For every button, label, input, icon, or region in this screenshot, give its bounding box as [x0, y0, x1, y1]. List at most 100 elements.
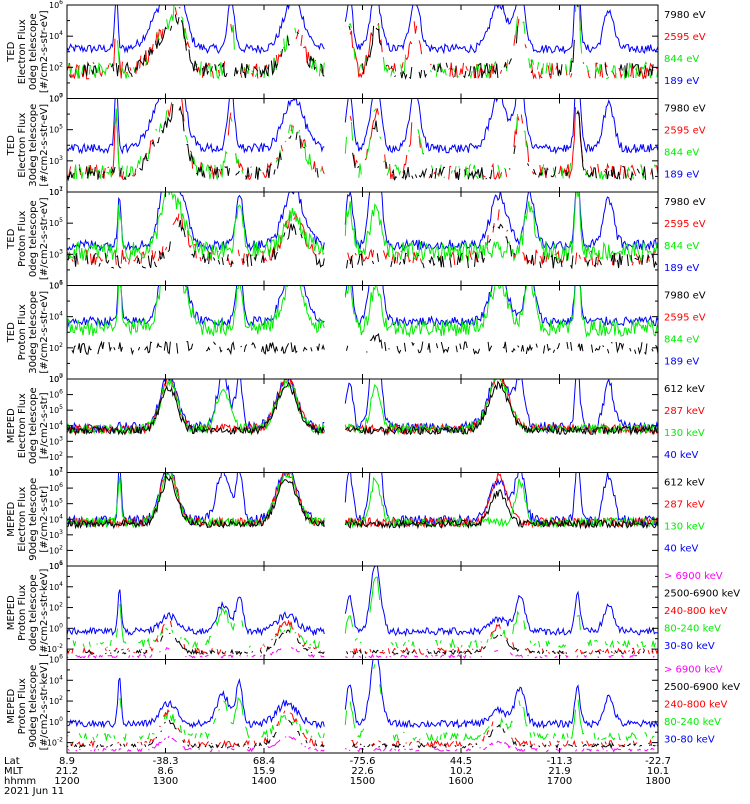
panel-6-y-axis-label-line: [#/cm2-s-str]	[39, 486, 50, 553]
panel-3-series-black	[67, 219, 658, 270]
panel-8-series-blue	[67, 659, 658, 730]
panel-6-y-tick-label: 105	[49, 498, 63, 509]
panel-5-y-axis-label-line: MEPED	[6, 408, 17, 443]
panel-1-y-axis-label: TEDElectron Flux0deg telescope[#/cm2-s-s…	[6, 10, 50, 93]
panel-6-y-tick-label: 107	[49, 467, 63, 478]
panel-5-legend-item: 40 keV	[664, 450, 698, 461]
panel-6-series-group	[67, 472, 658, 530]
panel-8-legend-item: 30-80 keV	[664, 735, 715, 746]
x-axis-lat-value: 68.4	[253, 756, 275, 767]
panel-6-y-axis-label-line: 90deg telescope	[28, 478, 39, 561]
panel-4-legend-item: 844 eV	[664, 335, 699, 346]
panel-1-y-axis-label-line: [#/cm2-s-str-eV]	[39, 10, 50, 93]
panel-6-y-tick-label: 106	[49, 482, 63, 493]
panel-3-y-axis-label-line: 0deg telescope	[28, 200, 39, 277]
panel-8-y-axis-label-line: MEPED	[6, 688, 17, 723]
panel-2-legend-item: 7980 eV	[664, 104, 706, 115]
x-axis-lat-value: -11.3	[547, 756, 573, 767]
panel-8-y-tick-label: 106	[49, 654, 63, 665]
panel-5-y-axis-label-line: [#/cm2-s-str]	[39, 392, 50, 459]
panel-5-y-axis-label-line: 0deg telescope	[28, 387, 39, 464]
panel-4-y-tick-label: 100	[49, 373, 63, 384]
panel-2-y-tick-label: 101	[49, 186, 63, 197]
panel-4-y-tick-label: 104	[49, 311, 63, 322]
x-axis-date-label: 2021 Jun 11	[4, 786, 64, 797]
panel-1-y-axis-label-line: TED	[6, 41, 17, 62]
panel-4-y-axis-label-line: Proton Flux	[17, 304, 28, 360]
panel-2-y-axis-label-line: [#/cm2-s-str-eV]	[39, 104, 50, 187]
panel-4-y-axis-label-line: TED	[6, 322, 17, 343]
panel-1-y-axis-label-line: 0deg telescope	[28, 13, 39, 90]
panel-8-y-tick-label: 104	[49, 674, 63, 685]
x-axis-hhmm-value: 1800	[645, 776, 670, 787]
panel-2-series-group	[67, 98, 658, 180]
panel-5-legend-item: 130 keV	[664, 428, 705, 439]
panel-1-y-tick-label: 104	[49, 30, 63, 41]
panel-4-series-black	[71, 333, 658, 356]
x-axis-hhmm-value: 1300	[153, 776, 178, 787]
x-axis-mlt-value: 10.2	[450, 766, 472, 777]
panel-2-y-tick-label: 105	[49, 124, 63, 135]
panel-1-y-tick-label: 102	[49, 61, 63, 72]
panel-1-y-tick-label: 106	[49, 0, 63, 10]
panel-2-legend-item: 844 eV	[664, 148, 699, 159]
panel-3-series-green	[67, 192, 658, 262]
panel-7-y-axis-label-line: MEPED	[6, 595, 17, 630]
panel-5-series-black	[67, 380, 658, 437]
x-axis-lat-value: -75.6	[350, 756, 376, 767]
panel-5-y-axis-label-line: Electron Flux	[17, 393, 28, 458]
panel-1-legend-item: 844 eV	[664, 54, 699, 65]
panel-3-y-tick-label: 103	[49, 248, 63, 259]
panel-7-y-axis-label-line: Proton Flux	[17, 585, 28, 641]
panel-7-y-tick-label: 104	[49, 581, 63, 592]
panel-7-series-blue	[67, 566, 658, 637]
panel-7-series-group	[67, 566, 658, 658]
x-axis-hhmm-value: 1700	[547, 776, 572, 787]
panel-1-series-group	[67, 5, 658, 79]
panel-5-y-tick-label: 103	[49, 435, 63, 446]
panel-7-y-axis-label: MEPEDProton Flux0deg telescope[#/cm2-s-s…	[6, 569, 50, 657]
panel-5-legend-item: 287 keV	[664, 406, 705, 417]
panel-7-legend-item: > 6900 keV	[664, 571, 723, 582]
panel-2-y-axis-label-line: Electron Flux	[17, 113, 28, 178]
panel-5-y-axis-label: MEPEDElectron Flux0deg telescope[#/cm2-s…	[6, 387, 50, 464]
panel-3-series-blue	[67, 192, 658, 252]
panel-2-y-axis-label: TEDElectron Flux30deg telescope[#/cm2-s-…	[6, 104, 50, 187]
x-axis-mlt-value: 22.6	[351, 766, 373, 777]
panel-4-y-axis-label-line: 30deg telescope	[28, 291, 39, 374]
x-axis-row-label-hhmm: hhmm	[4, 776, 36, 787]
panel-3-y-axis-label: TEDProton Flux0deg telescope[#/cm2-s-str…	[6, 197, 50, 280]
panel-6-y-axis-label: MEPEDElectron Flux90deg telescope[#/cm2-…	[6, 478, 50, 561]
panel-3-y-tick-label: 107	[49, 186, 63, 197]
panel-7-y-tick-label: 10-2	[47, 643, 63, 654]
panel-1-legend-item: 189 eV	[664, 76, 699, 87]
panel-7-legend-item: 2500-6900 keV	[664, 589, 740, 600]
panel-6-y-tick-label: 104	[49, 513, 63, 524]
x-axis-hhmm-value: 1400	[251, 776, 276, 787]
x-axis-lat-value: 8.9	[59, 756, 75, 767]
panel-5-y-tick-label: 105	[49, 404, 63, 415]
panel-4-series-green	[67, 285, 658, 339]
panel-8-legend-item: 240-800 keV	[664, 700, 728, 711]
panel-7-y-tick-label: 106	[49, 560, 63, 571]
panel-3-y-tick-label: 101	[49, 280, 63, 291]
panel-6-y-axis-label-line: MEPED	[6, 501, 17, 536]
panel-4-legend-item: 189 eV	[664, 357, 699, 368]
panel-4-series-blue	[67, 285, 658, 328]
x-axis-mlt-value: 10.1	[647, 766, 669, 777]
panel-5-y-tick-label: 101	[49, 467, 63, 478]
panel-7-legend-item: 80-240 keV	[664, 624, 721, 635]
panel-4-legend-item: 7980 eV	[664, 291, 706, 302]
panel-3-y-axis-label-line: [#/cm2-s-str-eV]	[39, 197, 50, 280]
panel-5-y-tick-label: 102	[49, 451, 63, 462]
panel-6-y-axis-label-line: Electron Flux	[17, 487, 28, 552]
panel-6-legend-item: 612 keV	[664, 478, 705, 489]
panel-6-legend-item: 287 keV	[664, 500, 705, 511]
panel-6-legend-item: 40 keV	[664, 544, 698, 555]
